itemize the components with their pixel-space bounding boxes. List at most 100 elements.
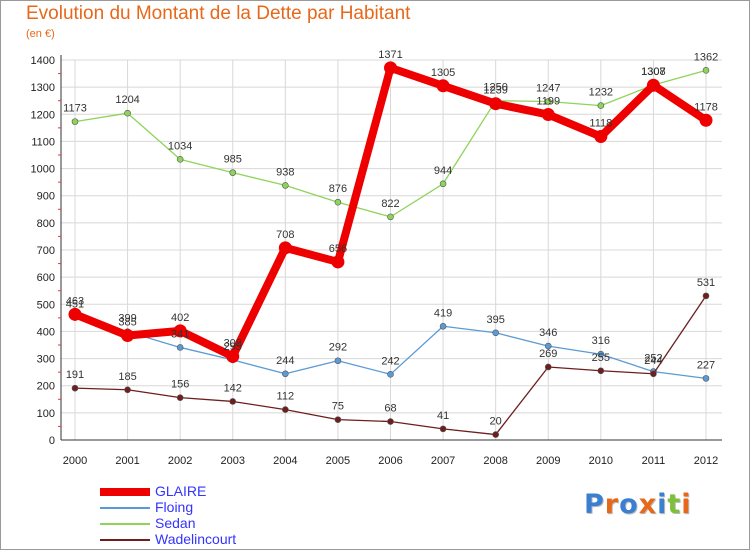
legend-swatch (100, 523, 150, 525)
y-tick-label: 600 (37, 272, 55, 284)
data-point (387, 213, 394, 221)
data-label: 1232 (589, 87, 613, 99)
data-point (544, 363, 552, 371)
data-label: 1250 (483, 82, 507, 94)
data-point (71, 118, 79, 125)
data-point (282, 182, 289, 189)
legend-swatch (100, 507, 150, 509)
x-tick-label: 2005 (326, 455, 350, 467)
data-label: 156 (171, 379, 189, 391)
data-label: 185 (118, 371, 136, 383)
chart-subtitle: (en €) (26, 28, 55, 40)
data-label: 341 (171, 328, 189, 340)
data-point (492, 431, 499, 438)
data-point (544, 98, 552, 105)
x-tick-label: 2002 (168, 455, 192, 467)
data-label: 295 (224, 341, 242, 353)
data-label: 1199 (536, 96, 560, 108)
data-point (387, 418, 394, 425)
data-label: 419 (434, 307, 452, 319)
data-label: 316 (592, 335, 610, 347)
data-point (387, 371, 394, 378)
data-point (176, 394, 184, 401)
data-label: 41 (437, 410, 449, 422)
y-tick-label: 0 (49, 435, 55, 447)
data-label: 142 (224, 382, 242, 394)
data-point (226, 349, 240, 363)
data-label: 463 (66, 295, 84, 307)
y-tick-label: 1100 (31, 136, 55, 148)
x-tick-label: 2007 (431, 455, 455, 467)
data-label: 1178 (694, 101, 718, 113)
data-label: 244 (276, 355, 294, 367)
data-label: 252 (644, 353, 662, 365)
data-label: 944 (434, 165, 452, 177)
data-label: 255 (592, 352, 610, 364)
data-label: 1247 (536, 83, 560, 95)
y-tick-label: 1200 (31, 109, 55, 121)
data-label: 822 (381, 198, 399, 210)
data-label: 985 (224, 154, 242, 166)
data-point (702, 292, 710, 300)
data-point (334, 198, 342, 206)
data-point (124, 109, 131, 117)
y-tick-label: 700 (37, 245, 55, 257)
data-point (334, 357, 342, 365)
data-point (229, 398, 237, 405)
legend-item: Floing (100, 499, 300, 515)
data-label: 308 (224, 337, 242, 349)
data-point (121, 329, 135, 342)
legend: GLAIRE Floing Sedan Wadelincourt (100, 483, 300, 549)
legend-label: Floing (155, 499, 194, 515)
data-point (282, 406, 289, 413)
data-point (278, 241, 292, 255)
data-label: 531 (697, 277, 715, 289)
data-label: 656 (329, 243, 347, 255)
data-point (176, 344, 184, 351)
data-point (597, 350, 605, 358)
data-point (650, 370, 657, 378)
data-point (702, 375, 710, 382)
data-label: 269 (539, 348, 557, 360)
data-label: 292 (329, 342, 347, 354)
data-point (699, 113, 713, 127)
y-tick-label: 1400 (31, 55, 55, 67)
data-point (176, 156, 184, 163)
data-label: 395 (486, 314, 504, 326)
data-point (173, 324, 187, 338)
x-tick-label: 2009 (536, 455, 560, 467)
data-point (68, 307, 82, 321)
legend-label: Sedan (155, 515, 196, 531)
chart-title: Evolution du Montant de la Dette par Hab… (26, 3, 411, 24)
legend-item: GLAIRE (100, 483, 300, 499)
data-label: 1362 (694, 51, 718, 63)
data-label: 1173 (63, 103, 87, 115)
legend-label: Wadelincourt (155, 531, 237, 547)
data-label: 1204 (115, 94, 139, 106)
data-label: 938 (276, 166, 294, 178)
data-point (71, 384, 79, 392)
data-point (594, 130, 608, 144)
data-point (439, 425, 447, 433)
data-point (597, 367, 605, 375)
data-label: 1307 (641, 66, 665, 78)
y-tick-label: 900 (37, 191, 55, 203)
data-label: 402 (171, 312, 189, 324)
x-tick-label: 2008 (483, 455, 507, 467)
data-point (492, 329, 499, 337)
data-label: 1118 (589, 118, 612, 130)
y-tick-label: 300 (37, 354, 55, 366)
data-label: 227 (697, 359, 715, 371)
data-label: 346 (539, 327, 557, 339)
data-label: 20 (490, 416, 502, 428)
legend-swatch (100, 539, 150, 541)
legend-item: Sedan (100, 515, 300, 531)
data-label: 399 (118, 313, 136, 325)
data-label: 1034 (168, 140, 192, 152)
data-point (541, 108, 555, 122)
data-label: 876 (329, 183, 347, 195)
x-tick-label: 2012 (694, 455, 718, 467)
data-label: 244 (644, 355, 662, 367)
x-tick-label: 2004 (273, 455, 297, 467)
